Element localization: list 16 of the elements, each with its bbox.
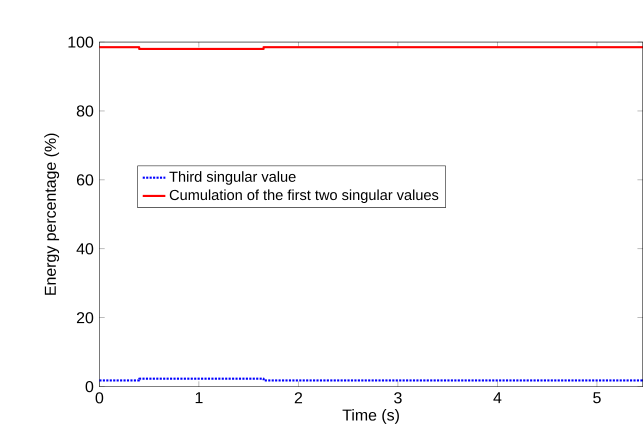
x-tick-label: 1 (196, 392, 203, 404)
x-tick-label: 2 (294, 392, 302, 404)
y-tick-label: 20 (76, 312, 94, 324)
x-axis-title: Time (s) (342, 408, 399, 424)
y-axis-title: Energy percentage (%) (44, 134, 60, 295)
y-tick-label: 0 (86, 380, 94, 392)
x-tick-label: 4 (493, 392, 502, 404)
y-tick-label: 40 (76, 243, 94, 254)
legend-label: Third singular value (169, 171, 296, 185)
y-tick-label: 60 (76, 174, 94, 186)
y-tick-label: 100 (68, 36, 94, 48)
x-tick-label: 0 (96, 392, 104, 404)
x-tick-label: 5 (593, 392, 601, 404)
x-tick-label: 3 (394, 392, 402, 404)
y-tick-label: 80 (76, 105, 94, 117)
legend-label: Cumulation of the first two singular values (170, 189, 438, 203)
